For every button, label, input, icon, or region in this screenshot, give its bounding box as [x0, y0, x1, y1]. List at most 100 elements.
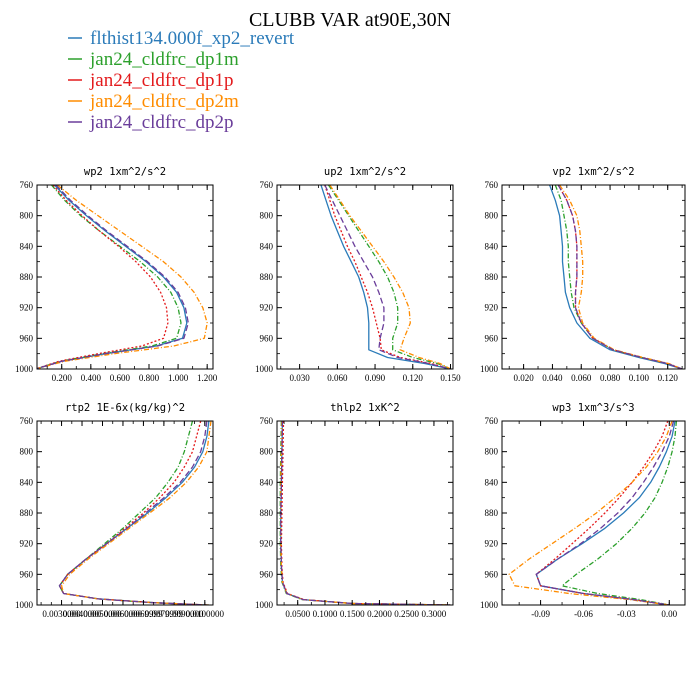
y-tick-label: 1000 [15, 364, 34, 374]
series-line [280, 421, 451, 605]
series-line [58, 421, 208, 605]
y-tick-label: 1000 [255, 364, 274, 374]
y-tick-label: 760 [485, 416, 499, 426]
x-tick-label: 0.040 [542, 373, 563, 383]
y-tick-label: 880 [260, 508, 274, 518]
x-tick-label: 0.030 [290, 373, 311, 383]
x-tick-label: 0.0030000 [42, 609, 81, 619]
series-line [37, 185, 188, 369]
y-tick-label: 920 [485, 539, 499, 549]
x-tick-label: 0.1000 [313, 609, 338, 619]
series-line [37, 185, 189, 369]
panel-title: wp2 1xm^2/s^2 [84, 166, 166, 178]
series-line [554, 185, 683, 369]
y-tick-label: 920 [260, 539, 274, 549]
series-line [60, 421, 212, 605]
x-tick-label: 0.1500 [340, 609, 365, 619]
legend-entry: jan24_cldfrc_dp1p [89, 70, 234, 91]
y-tick-label: 840 [485, 477, 499, 487]
series-line [37, 185, 182, 369]
x-tick-label: 0.120 [403, 373, 424, 383]
x-tick-label: 0.100 [629, 373, 650, 383]
y-tick-label: 1000 [480, 600, 499, 610]
series-group [548, 185, 683, 369]
y-tick-label: 840 [20, 477, 34, 487]
series-line [557, 185, 683, 369]
y-tick-label: 800 [260, 211, 274, 221]
legend-entry: flthist134.000f_xp2_revert [90, 28, 295, 49]
panels: wp2 1xm^2/s^2 760 800 840 880 920 960 1000 0.200… [15, 166, 686, 619]
y-tick-label: 960 [485, 333, 499, 343]
y-tick-label: 800 [485, 447, 499, 457]
y-tick-label: 840 [20, 241, 34, 251]
chart-panel: up2 1xm^2/s^2 760 800 840 880 920 960 1000 0.030… [255, 166, 461, 383]
plot-frame [276, 420, 454, 606]
series-line [280, 421, 451, 605]
series-line [508, 421, 673, 605]
y-tick-label: 760 [260, 416, 274, 426]
x-tick-label: 1.000 [168, 373, 189, 383]
series-group [279, 421, 451, 605]
x-tick-label: 0.200 [52, 373, 73, 383]
y-tick-label: 760 [485, 180, 499, 190]
panel-title: vp2 1xm^2/s^2 [552, 166, 634, 178]
plot-frame [501, 184, 686, 370]
series-line [324, 185, 451, 369]
legend-entry: jan24_cldfrc_dp2p [89, 112, 234, 133]
y-tick-label: 800 [260, 447, 274, 457]
series-line [58, 421, 210, 605]
x-tick-label: 0.090 [365, 373, 386, 383]
y-tick-label: 920 [20, 539, 34, 549]
series-line [280, 421, 451, 605]
series-line [329, 185, 451, 369]
series-line [37, 185, 208, 369]
x-tick-label: 0.0040000 [63, 609, 102, 619]
x-tick-label: 0.060 [571, 373, 592, 383]
x-tick-label: -0.03 [617, 609, 636, 619]
x-tick-label: 0.0069999 [124, 609, 163, 619]
x-tick-label: 0.020 [513, 373, 534, 383]
y-tick-label: 960 [260, 333, 274, 343]
x-tick-label: 0.00 [661, 609, 677, 619]
series-group [58, 421, 212, 605]
x-tick-label: 1.200 [197, 373, 218, 383]
x-tick-label: 0.0100000 [186, 609, 225, 619]
x-tick-label: 0.0500 [285, 609, 310, 619]
chart-panel: wp2 1xm^2/s^2 760 800 840 880 920 960 1000 0.200… [15, 166, 218, 383]
chart-panel: wp3 1xm^3/s^3 760 800 840 880 920 960 1000 -0.09… [480, 402, 686, 619]
x-tick-label: 0.600 [110, 373, 131, 383]
panel-title: rtp2 1E-6x(kg/kg)^2 [65, 402, 185, 414]
chart-panel: vp2 1xm^2/s^2 760 800 840 880 920 960 1000 0.020… [480, 166, 686, 383]
y-tick-label: 840 [260, 241, 274, 251]
series-line [324, 185, 451, 369]
x-tick-label: -0.06 [574, 609, 593, 619]
y-tick-label: 760 [20, 416, 34, 426]
y-tick-label: 760 [260, 180, 274, 190]
y-tick-label: 960 [485, 569, 499, 579]
x-tick-label: 0.400 [81, 373, 102, 383]
x-tick-label: 0.2000 [367, 609, 392, 619]
panel-title: wp3 1xm^3/s^3 [552, 402, 634, 414]
series-line [58, 421, 207, 605]
chart-panel: rtp2 1E-6x(kg/kg)^2 760 800 840 880 920 960 100… [15, 402, 224, 619]
y-tick-label: 880 [20, 508, 34, 518]
y-tick-label: 840 [485, 241, 499, 251]
series-line [559, 185, 683, 369]
y-tick-label: 920 [260, 303, 274, 313]
series-line [279, 421, 451, 605]
series-line [327, 185, 451, 369]
series-line [280, 421, 451, 605]
y-tick-label: 920 [485, 303, 499, 313]
x-tick-label: 0.060 [327, 373, 348, 383]
plot-frame [276, 184, 454, 370]
series-line [37, 185, 169, 369]
x-tick-label: 0.3000 [422, 609, 447, 619]
x-tick-label: 0.800 [139, 373, 160, 383]
series-group [37, 185, 208, 369]
x-tick-label: 0.0060000 [104, 609, 143, 619]
y-tick-label: 800 [485, 211, 499, 221]
y-tick-label: 840 [260, 477, 274, 487]
x-tick-label: 0.2500 [394, 609, 419, 619]
series-line [561, 421, 678, 605]
